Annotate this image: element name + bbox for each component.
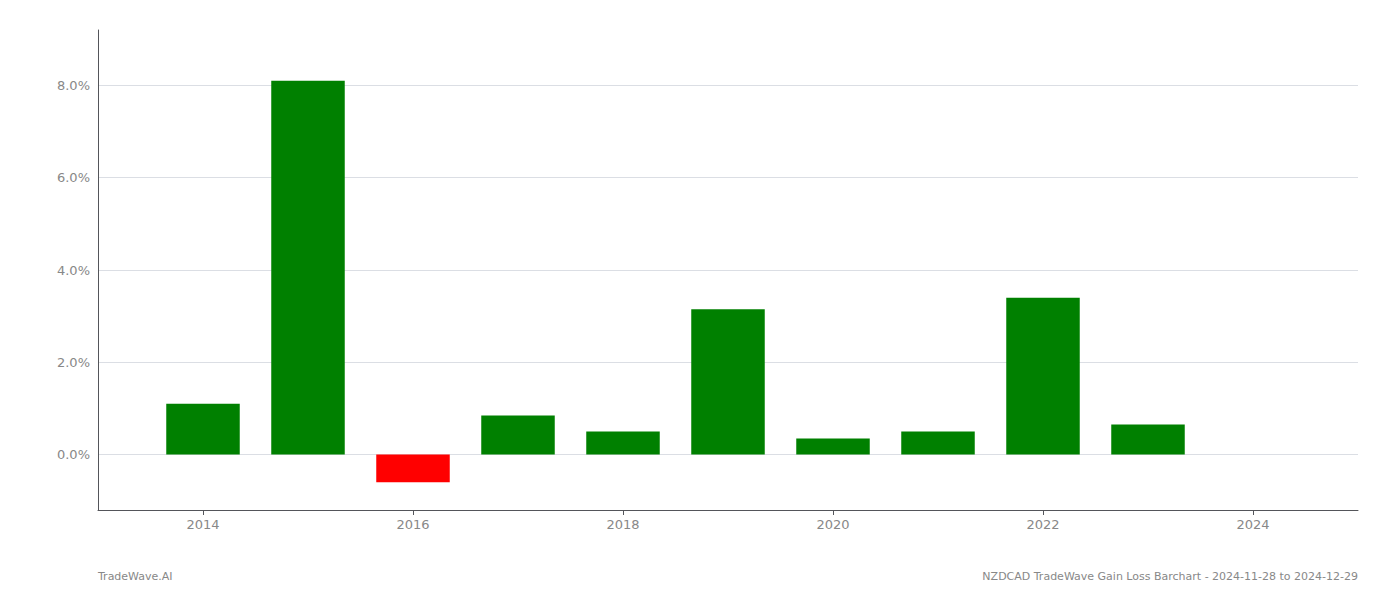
svg-text:2022: 2022 <box>1026 517 1059 532</box>
svg-text:4.0%: 4.0% <box>57 263 90 278</box>
svg-text:TradeWave.AI: TradeWave.AI <box>97 570 173 583</box>
svg-text:2014: 2014 <box>186 517 219 532</box>
svg-text:2020: 2020 <box>816 517 849 532</box>
svg-text:NZDCAD TradeWave Gain Loss Bar: NZDCAD TradeWave Gain Loss Barchart - 20… <box>982 570 1358 583</box>
svg-text:2018: 2018 <box>606 517 639 532</box>
svg-text:6.0%: 6.0% <box>57 170 90 185</box>
svg-text:0.0%: 0.0% <box>57 447 90 462</box>
svg-text:2.0%: 2.0% <box>57 355 90 370</box>
svg-text:2024: 2024 <box>1236 517 1269 532</box>
svg-text:2016: 2016 <box>396 517 429 532</box>
svg-text:8.0%: 8.0% <box>57 78 90 93</box>
